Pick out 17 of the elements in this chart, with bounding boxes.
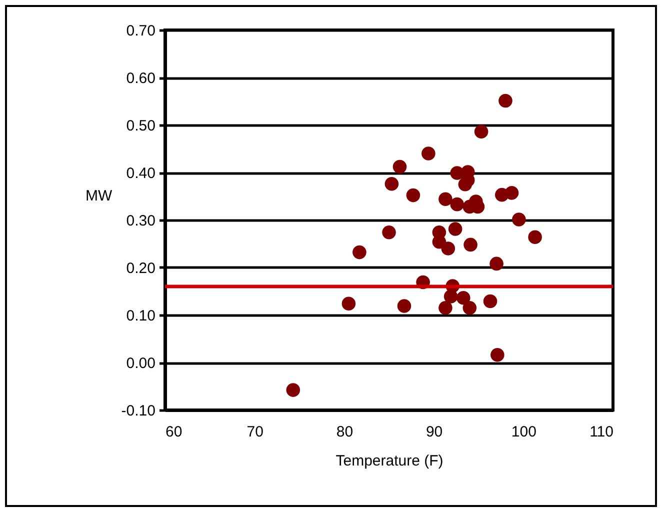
x-tick-label: 70 [246,424,264,440]
x-tick-label: 80 [336,424,354,440]
y-tick-label: 0.70 [126,22,156,40]
x-axis-title: Temperature (F) [336,452,444,470]
y-tick-label: 0.40 [126,165,156,182]
x-tick-label: 90 [426,424,443,440]
y-tick-label: 0.20 [126,260,156,277]
y-tick-label: 0.10 [126,308,156,324]
y-tick-label: 0.30 [126,212,156,230]
x-tick-label: 60 [166,424,182,440]
y-tick-label: 0.50 [126,118,156,134]
y-tick-label: -0.10 [121,402,156,420]
y-tick-label: 0.60 [126,70,156,87]
y-axis-title: MW [86,188,113,204]
x-tick-label: 110 [590,424,614,440]
y-tick-label: 0.00 [126,355,156,372]
x-tick-label: 100 [511,424,536,440]
